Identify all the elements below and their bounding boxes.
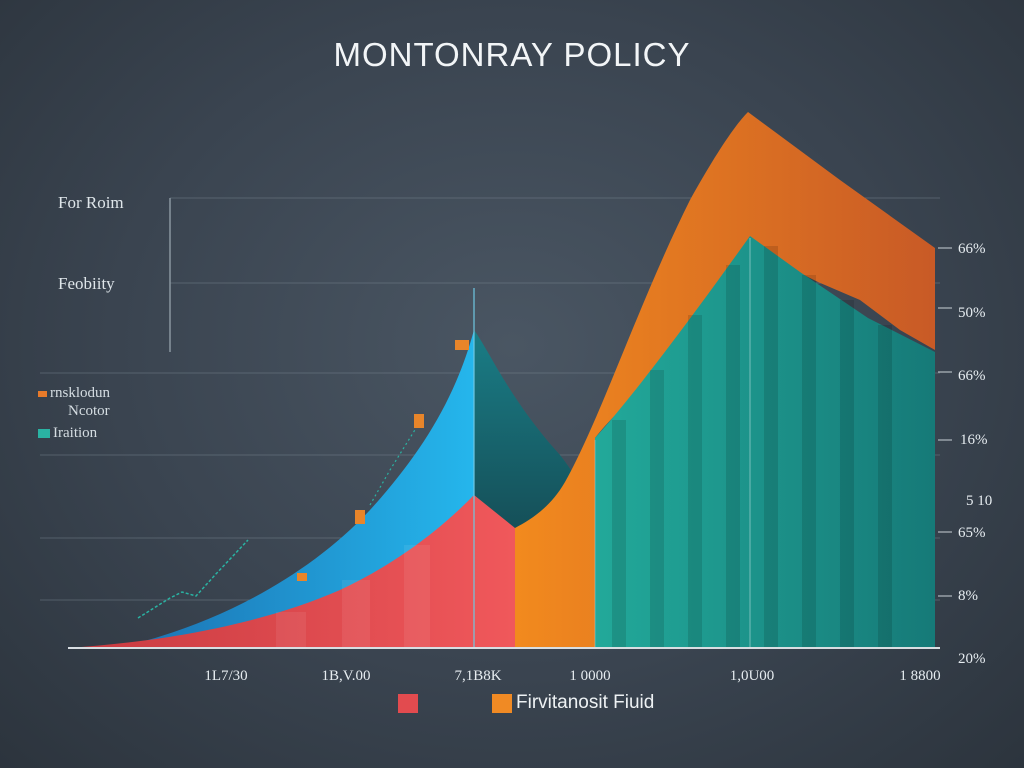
mini-legend-item-2: Ncotor xyxy=(38,402,110,420)
area-orange-series xyxy=(515,112,935,648)
mini-legend-swatch-1 xyxy=(38,390,47,397)
mini-legend-label-2: Ncotor xyxy=(68,403,110,419)
y-tick-label: 16% xyxy=(960,432,988,448)
teal-stripe xyxy=(688,315,702,648)
marker-orange xyxy=(455,340,469,350)
area-teal-series xyxy=(595,236,935,648)
red-stripe xyxy=(404,545,430,648)
marker-orange xyxy=(414,414,424,428)
legend-swatch-orange xyxy=(492,693,512,713)
mini-legend-label-1: rnsklodun xyxy=(50,385,110,401)
teal-stripe xyxy=(726,265,740,648)
y-tick-labels: 66% 50% 66% 16% 5 10 65% 8% 20% xyxy=(958,241,992,667)
area-red-series xyxy=(68,495,515,648)
mini-legend: rnsklodun Ncotor Iraition xyxy=(38,384,110,442)
y-tick-label: 66% xyxy=(958,241,986,257)
red-stripe xyxy=(276,612,306,648)
mini-legend-label-3: Iraition xyxy=(53,425,98,441)
mini-legend-item-3: Iraition xyxy=(38,424,110,442)
legend-swatch-red xyxy=(398,693,418,713)
red-stripes xyxy=(276,545,430,648)
x-tick-label: 7,1B8K xyxy=(454,668,501,684)
teal-stripe xyxy=(764,246,778,648)
legend-label-orange: Firvitanosit Fiuid xyxy=(516,692,655,713)
trend-line xyxy=(137,539,249,619)
y-ticks xyxy=(938,247,952,597)
legend: Firvitanosit Fiuid xyxy=(398,692,654,714)
teal-stripe xyxy=(840,300,854,648)
y-tick-label: 5 10 xyxy=(966,493,992,509)
x-tick-label: 1 0000 xyxy=(569,668,610,684)
y-tick-label: 8% xyxy=(958,588,978,604)
teal-stripe xyxy=(612,420,626,648)
y-tick-label: 65% xyxy=(958,525,986,541)
red-stripe xyxy=(342,580,370,648)
marker-orange xyxy=(355,510,365,524)
x-tick-label: 1,0U00 xyxy=(730,668,775,684)
left-label-1: For Roim xyxy=(58,193,124,212)
mini-legend-swatch-3 xyxy=(38,429,50,439)
y-tick-label: 20% xyxy=(958,651,986,667)
marker-orange xyxy=(297,573,307,581)
y-tick-label: 50% xyxy=(958,305,986,321)
trend-line xyxy=(369,424,419,506)
chart-title: MONTONRAY POLICY xyxy=(333,36,691,73)
y-tick-label: 66% xyxy=(958,368,986,384)
x-tick-label: 1L7/30 xyxy=(204,668,247,684)
x-tick-label: 1B,V.00 xyxy=(322,668,371,684)
left-label-2: Feobiity xyxy=(58,274,115,293)
mini-legend-item-1: rnsklodun xyxy=(38,384,110,402)
teal-stripe xyxy=(878,325,892,648)
teal-stripe xyxy=(802,275,816,648)
teal-stripe xyxy=(650,370,664,648)
x-tick-labels: 1L7/30 1B,V.00 7,1B8K 1 0000 1,0U00 1 88… xyxy=(204,668,940,684)
x-tick-label: 1 8800 xyxy=(899,668,940,684)
teal-stripes xyxy=(612,246,892,648)
